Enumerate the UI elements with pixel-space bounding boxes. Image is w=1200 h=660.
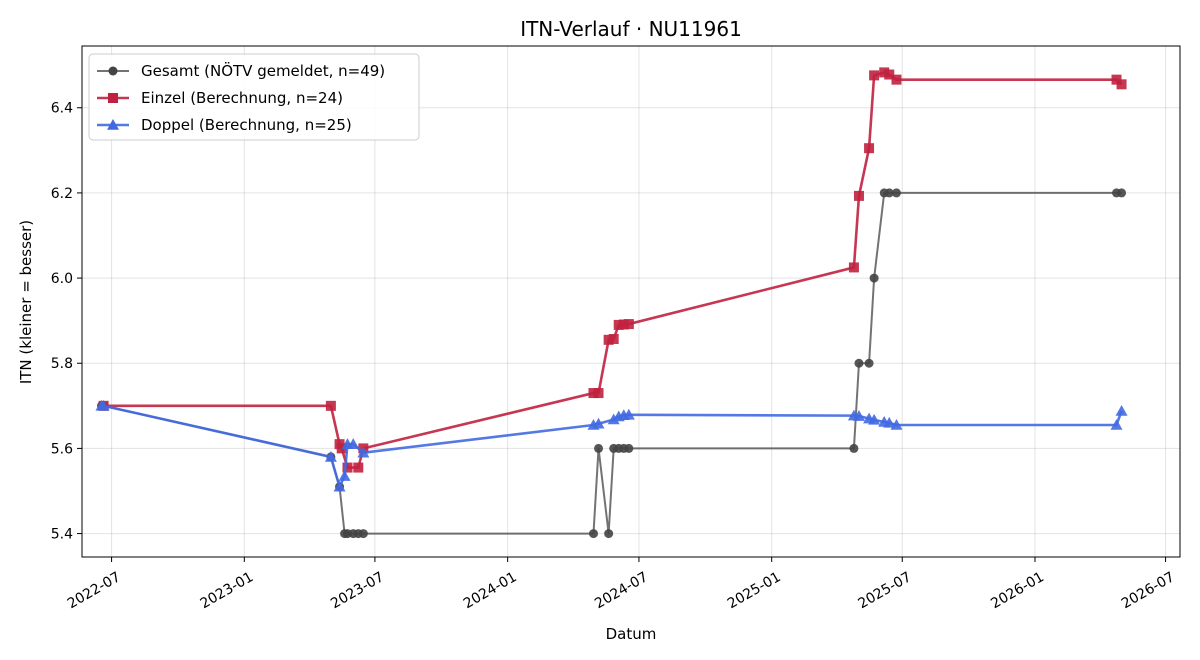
y-tick-label: 5.8 <box>51 356 73 372</box>
data-point-doppel <box>607 413 620 425</box>
data-point-einzel <box>853 190 864 201</box>
data-point-einzel <box>623 319 634 330</box>
data-point-einzel <box>879 67 890 78</box>
series-gesamt <box>96 188 1127 539</box>
data-point-gesamt <box>604 529 614 539</box>
data-point-doppel <box>622 408 635 420</box>
data-point-einzel <box>1111 74 1122 85</box>
data-point-einzel <box>603 334 614 345</box>
legend-item-doppel: Doppel (Berechnung, n=25) <box>97 116 352 134</box>
x-tick-label: 2025-01 <box>725 569 784 612</box>
data-point-gesamt <box>849 443 859 453</box>
legend-swatch-marker <box>108 93 118 103</box>
legend-swatch-marker <box>108 66 118 76</box>
data-point-einzel <box>1116 79 1127 90</box>
y-tick-label: 6.0 <box>51 271 73 287</box>
x-axis-ticks: 2022-07 2023-01 2023-07 2024-01 2024-07 2025-… <box>65 557 1178 612</box>
data-point-gesamt <box>869 273 879 283</box>
x-tick-label: 2024-07 <box>592 569 651 612</box>
data-point-einzel <box>588 388 599 399</box>
data-point-gesamt <box>624 443 634 453</box>
legend-label-einzel: Einzel (Berechnung, n=24) <box>141 89 343 107</box>
data-point-gesamt <box>891 188 901 198</box>
series-layer <box>95 67 1128 539</box>
data-point-doppel <box>347 438 360 449</box>
data-point-einzel <box>325 400 336 411</box>
data-point-gesamt <box>884 188 894 198</box>
y-axis-label: ITN (kleiner = besser) <box>17 220 35 384</box>
data-point-doppel <box>333 480 346 492</box>
chart-title: ITN-Verlauf · NU11961 <box>520 17 742 41</box>
data-point-doppel <box>852 410 865 421</box>
data-point-gesamt <box>358 529 368 539</box>
data-point-gesamt <box>854 358 864 368</box>
y-tick-label: 5.6 <box>51 441 73 457</box>
y-tick-label: 5.4 <box>51 527 73 543</box>
x-tick-label: 2023-01 <box>198 569 257 612</box>
legend-label-gesamt: Gesamt (NÖTV gemeldet, n=49) <box>141 61 385 80</box>
data-point-einzel <box>618 319 629 330</box>
data-point-doppel <box>592 417 605 429</box>
series-doppel <box>95 399 1128 492</box>
data-point-einzel <box>869 70 880 81</box>
data-point-doppel <box>97 399 110 411</box>
data-point-einzel <box>608 333 619 344</box>
legend-box <box>88 53 420 141</box>
legend-item-einzel: Einzel (Berechnung, n=24) <box>97 89 343 107</box>
data-point-einzel <box>336 443 347 454</box>
data-point-einzel <box>342 462 353 473</box>
data-point-einzel <box>891 74 902 85</box>
data-point-einzel <box>353 462 364 473</box>
data-point-gesamt <box>594 443 604 453</box>
y-axis-ticks: 5.4 5.6 5.8 6.0 6.2 6.4 <box>51 101 82 543</box>
x-tick-label: 2026-01 <box>988 569 1047 612</box>
data-point-doppel <box>1115 404 1128 416</box>
y-tick-label: 6.2 <box>51 186 73 202</box>
data-point-doppel <box>1110 418 1123 430</box>
data-point-doppel <box>890 418 903 430</box>
data-point-einzel <box>593 388 604 399</box>
legend: Gesamt (NÖTV gemeldet, n=49) Einzel (Bere… <box>88 53 420 141</box>
x-axis-label: Datum <box>606 625 657 643</box>
y-tick-label: 6.4 <box>51 101 73 117</box>
data-point-doppel <box>868 413 881 425</box>
x-tick-label: 2026-07 <box>1119 569 1178 612</box>
x-tick-label: 2025-07 <box>855 569 914 612</box>
data-point-einzel <box>848 262 859 273</box>
data-point-doppel <box>357 446 370 458</box>
plot-frame <box>81 45 1181 558</box>
data-point-doppel <box>324 450 337 462</box>
data-point-doppel <box>338 470 351 481</box>
data-point-gesamt <box>864 358 874 368</box>
data-point-gesamt <box>1117 188 1127 198</box>
data-point-einzel <box>613 319 624 330</box>
legend-swatch-marker <box>107 119 119 130</box>
data-point-gesamt <box>588 529 598 539</box>
legend-item-gesamt: Gesamt (NÖTV gemeldet, n=49) <box>97 61 385 80</box>
x-tick-label: 2024-01 <box>461 569 520 612</box>
legend-label-doppel: Doppel (Berechnung, n=25) <box>141 116 352 134</box>
x-tick-label: 2022-07 <box>65 569 124 612</box>
data-point-doppel <box>883 416 896 428</box>
data-point-einzel <box>864 143 875 154</box>
data-point-einzel <box>884 69 895 80</box>
x-tick-label: 2023-07 <box>328 569 387 612</box>
